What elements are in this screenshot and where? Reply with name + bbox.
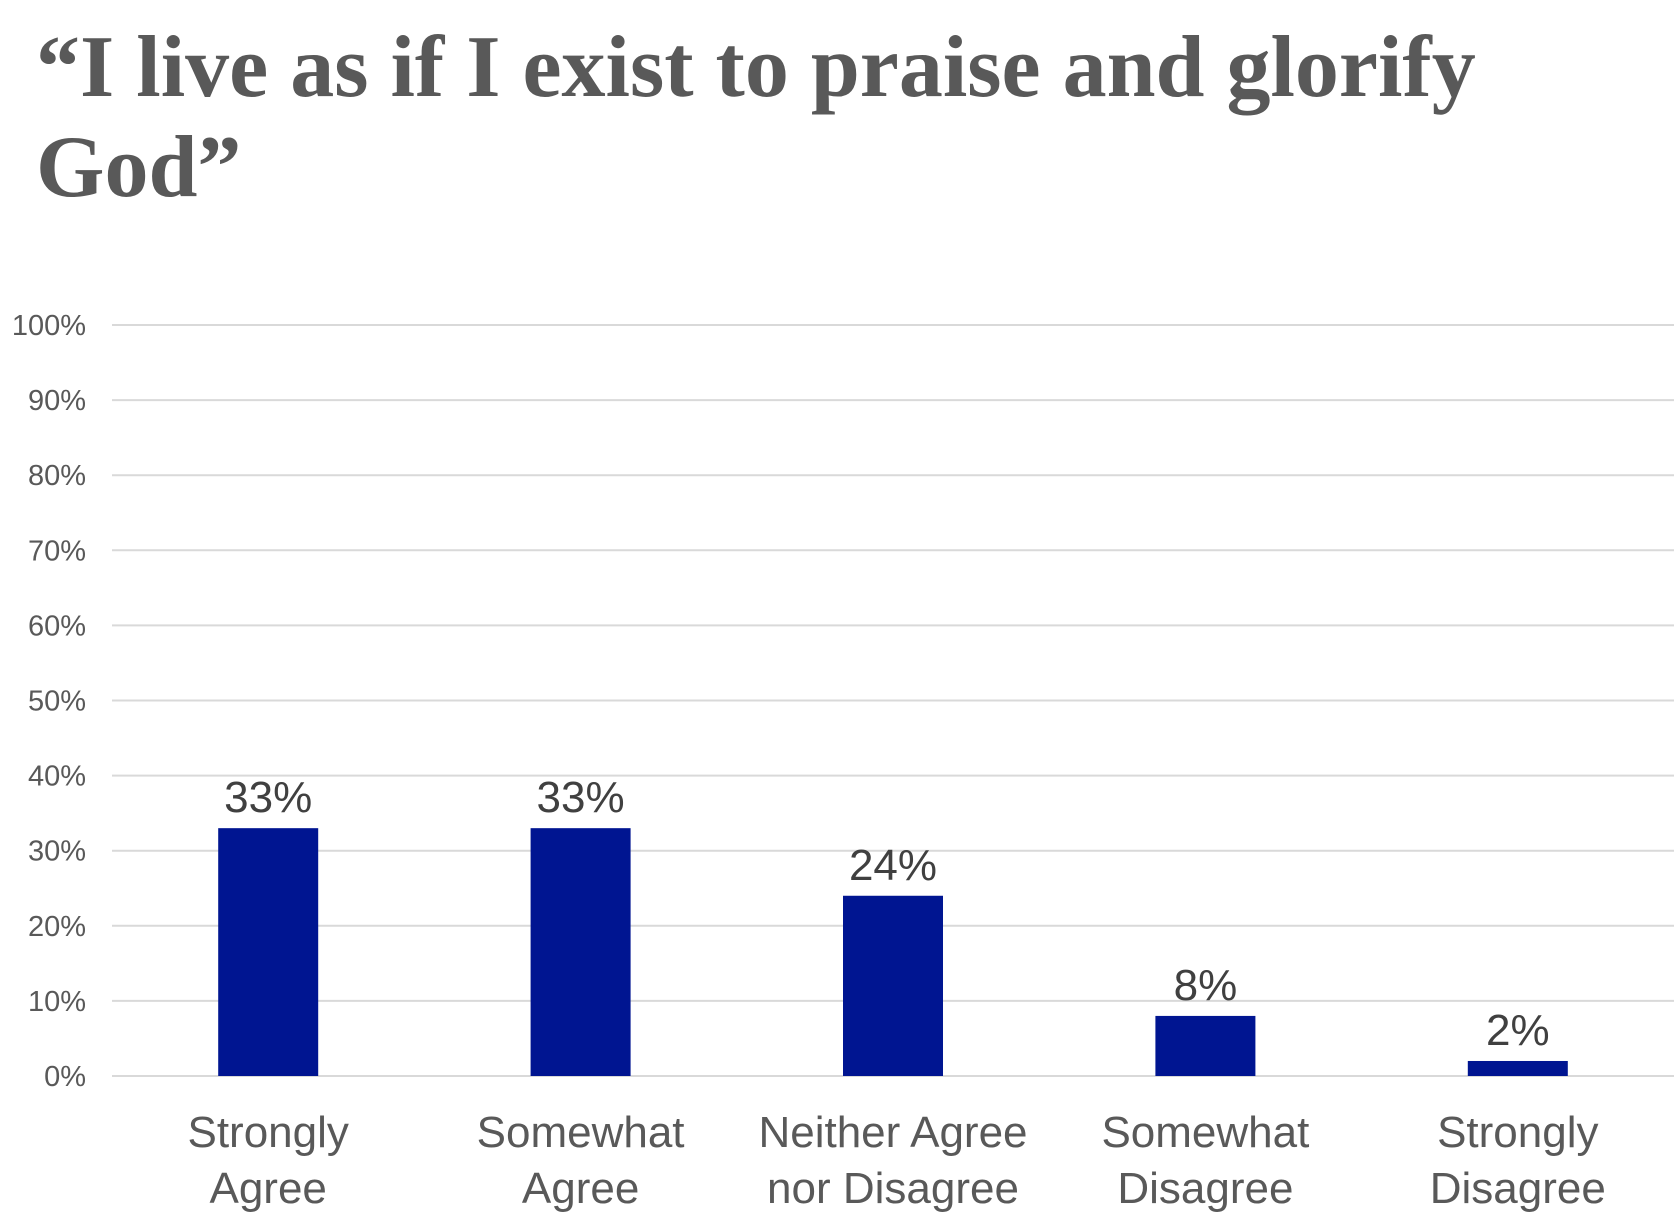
bars xyxy=(218,828,1568,1076)
category-label-line: Strongly xyxy=(1437,1108,1598,1157)
chart-title: “I live as if I exist to praise and glor… xyxy=(36,19,1476,216)
category-label-line: Somewhat xyxy=(1101,1108,1309,1157)
data-label: 2% xyxy=(1486,1006,1550,1055)
category-label: Somewhat Agree xyxy=(477,1108,685,1213)
data-labels: 33% 33% 24% 8% 2% xyxy=(224,773,1549,1055)
y-tick-label: 60% xyxy=(28,610,86,642)
y-tick-label: 80% xyxy=(28,460,86,492)
category-label-line: Somewhat xyxy=(477,1108,685,1157)
data-label: 33% xyxy=(537,773,625,822)
data-label: 33% xyxy=(224,773,312,822)
y-tick-label: 10% xyxy=(28,986,86,1018)
y-tick-label: 0% xyxy=(44,1061,86,1093)
y-tick-label: 40% xyxy=(28,761,86,793)
category-label-line: Strongly xyxy=(187,1108,348,1157)
y-tick-label: 30% xyxy=(28,836,86,868)
category-label-line: Agree xyxy=(522,1164,639,1213)
x-axis-category-labels: Strongly Agree Somewhat Agree Neither Agree n… xyxy=(187,1108,1605,1213)
data-label: 24% xyxy=(849,841,937,890)
category-label-line: nor Disagree xyxy=(767,1164,1019,1213)
y-axis-tick-labels: 0% 10% 20% 30% 40% 50% 60% 70% 80% 90% 100% xyxy=(12,310,86,1093)
category-label-line: Disagree xyxy=(1430,1164,1606,1213)
bar xyxy=(530,828,631,1076)
category-label: Neither Agree nor Disagree xyxy=(758,1108,1027,1213)
category-label-line: Agree xyxy=(209,1164,326,1213)
bar xyxy=(1155,1015,1256,1076)
y-tick-label: 50% xyxy=(28,686,86,718)
category-label: Somewhat Disagree xyxy=(1101,1108,1309,1213)
category-label-line: Neither Agree xyxy=(758,1108,1027,1157)
category-label: Strongly Disagree xyxy=(1430,1108,1606,1213)
category-label-line: Disagree xyxy=(1117,1164,1293,1213)
data-label: 8% xyxy=(1174,961,1238,1010)
category-label: Strongly Agree xyxy=(187,1108,348,1213)
bar xyxy=(843,895,943,1076)
bar xyxy=(218,828,319,1076)
y-tick-label: 100% xyxy=(12,310,86,342)
y-tick-label: 90% xyxy=(28,385,86,417)
gridlines xyxy=(112,324,1674,1077)
y-tick-label: 70% xyxy=(28,535,86,567)
y-tick-label: 20% xyxy=(28,911,86,943)
bar xyxy=(1467,1060,1568,1076)
